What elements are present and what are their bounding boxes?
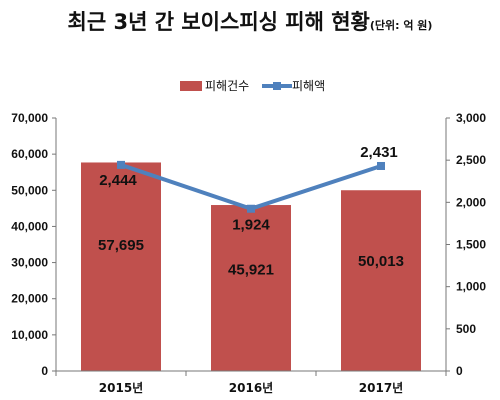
unit-note: (단위: 억 원) [369,19,433,32]
line-data-label: 2,431 [360,144,398,161]
y-left-tick-label: 40,000 [11,219,48,233]
y-right-tick-label: 500 [456,322,476,336]
x-tick-label: 2017년 [359,381,403,395]
y-left-tick-label: 20,000 [11,292,48,306]
x-tick-label: 2016년 [229,381,273,395]
bar-2 [341,190,421,371]
line-data-label: 1,924 [232,217,270,234]
chart-title-text: 최근 3년 간 보이스피싱 피해 현황 [67,10,370,34]
legend-label-bar: 피해건수 [205,79,249,93]
y-right-tick-label: 0 [456,364,463,378]
y-right-tick-label: 3,000 [456,111,486,125]
bar-1 [211,205,291,371]
y-right-tick-label: 2,000 [456,195,486,209]
bar-data-label: 50,013 [358,253,404,270]
y-left-tick-label: 70,000 [11,111,48,125]
y-right-tick-label: 1,000 [456,280,486,294]
bar-data-label: 45,921 [228,262,274,279]
line-point-0 [117,160,125,169]
y-left-tick-label: 30,000 [11,256,48,270]
legend-swatch-line-marker [273,82,281,90]
bar-data-label: 57,695 [98,237,144,254]
line-data-label: 2,444 [99,172,137,189]
y-right-tick-label: 2,500 [456,153,486,167]
legend-label-line: 피해액 [292,79,325,93]
legend-swatch-bar [180,81,202,91]
y-left-tick-label: 60,000 [11,147,48,161]
y-left-tick-label: 10,000 [11,328,48,342]
y-right-tick-label: 1,500 [456,238,486,252]
x-tick-label: 2015년 [99,381,143,395]
y-left-tick-label: 50,000 [11,183,48,197]
line-point-2 [377,161,385,170]
y-left-tick-label: 0 [41,364,48,378]
line-point-1 [247,204,255,213]
chart-title: 최근 3년 간 보이스피싱 피해 현황(단위: 억 원) [0,6,500,36]
bar-0 [81,162,161,371]
